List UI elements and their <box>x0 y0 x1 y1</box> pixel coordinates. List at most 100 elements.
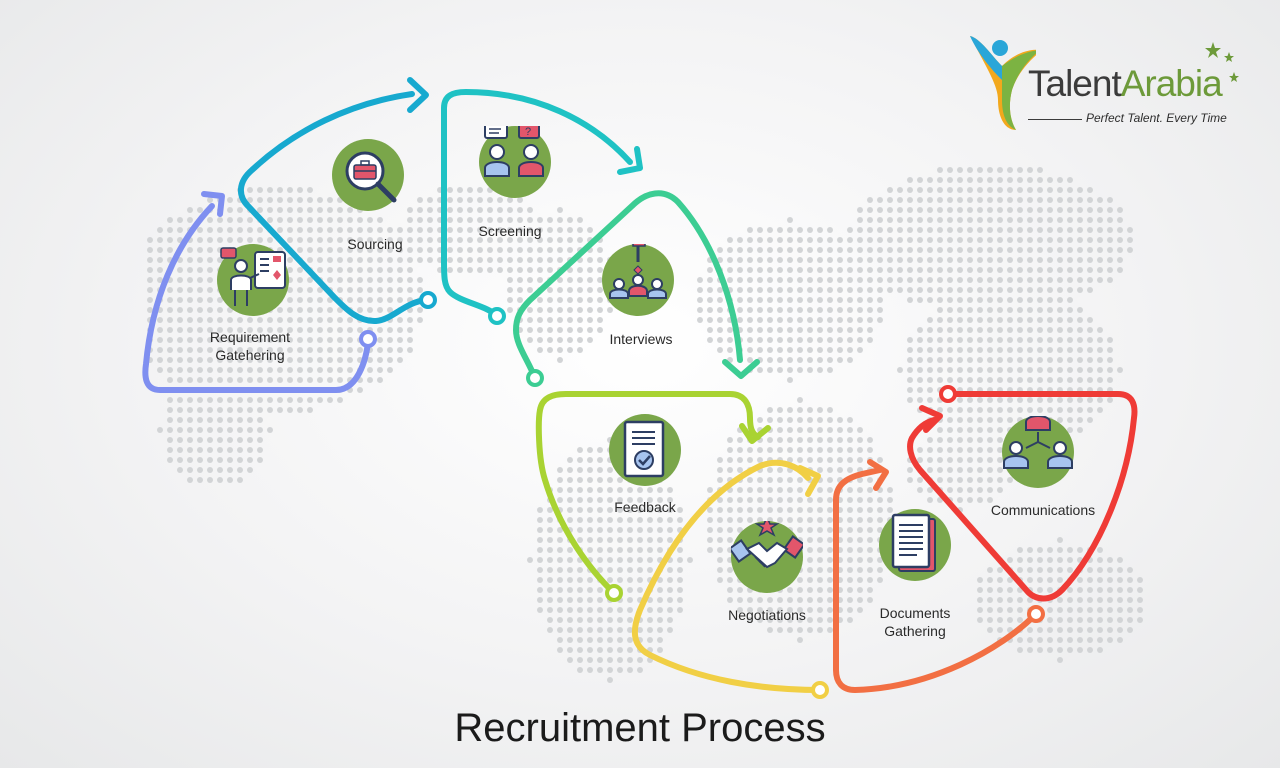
map-dot <box>857 267 863 273</box>
map-dot <box>1077 287 1083 293</box>
map-dot <box>767 367 773 373</box>
map-dot <box>1097 547 1103 553</box>
map-dot <box>1077 407 1083 413</box>
map-dot <box>227 427 233 433</box>
map-dot <box>377 247 383 253</box>
map-dot <box>457 217 463 223</box>
map-dot <box>987 477 993 483</box>
map-dot <box>207 327 213 333</box>
map-dot <box>817 457 823 463</box>
map-dot <box>317 317 323 323</box>
map-dot <box>777 487 783 493</box>
map-dot <box>507 217 513 223</box>
map-dot <box>457 227 463 233</box>
map-dot <box>1037 347 1043 353</box>
map-dot <box>207 457 213 463</box>
map-dot <box>857 497 863 503</box>
map-dot <box>977 367 983 373</box>
map-dot <box>1017 367 1023 373</box>
map-dot <box>1047 227 1053 233</box>
map-dot <box>917 267 923 273</box>
map-dot <box>1027 177 1033 183</box>
map-dot <box>587 597 593 603</box>
map-dot <box>297 397 303 403</box>
map-dot <box>1067 317 1073 323</box>
map-dot <box>157 367 163 373</box>
map-dot <box>1027 277 1033 283</box>
map-dot <box>1107 267 1113 273</box>
map-dot <box>1047 307 1053 313</box>
map-dot <box>257 357 263 363</box>
map-dot <box>807 357 813 363</box>
map-dot <box>617 477 623 483</box>
map-dot <box>917 487 923 493</box>
map-dot <box>167 227 173 233</box>
map-dot <box>237 217 243 223</box>
map-dot <box>787 347 793 353</box>
map-dot <box>747 487 753 493</box>
map-dot <box>957 327 963 333</box>
map-dot <box>897 187 903 193</box>
map-dot <box>737 237 743 243</box>
map-dot <box>237 437 243 443</box>
map-dot <box>787 247 793 253</box>
map-dot <box>807 577 813 583</box>
map-dot <box>827 307 833 313</box>
map-dot <box>807 287 813 293</box>
map-dot <box>927 347 933 353</box>
map-dot <box>187 287 193 293</box>
map-dot <box>927 497 933 503</box>
map-dot <box>877 287 883 293</box>
map-dot <box>1047 557 1053 563</box>
map-dot <box>407 317 413 323</box>
map-dot <box>867 567 873 573</box>
map-dot <box>1077 247 1083 253</box>
map-dot <box>477 227 483 233</box>
map-dot <box>917 257 923 263</box>
map-dot <box>377 217 383 223</box>
map-dot <box>997 257 1003 263</box>
map-dot <box>777 597 783 603</box>
map-dot <box>677 547 683 553</box>
map-dot <box>827 597 833 603</box>
map-dot <box>877 197 883 203</box>
map-dot <box>1087 587 1093 593</box>
map-dot <box>947 177 953 183</box>
map-dot <box>327 267 333 273</box>
map-dot <box>407 267 413 273</box>
map-dot <box>1037 397 1043 403</box>
map-dot <box>787 307 793 313</box>
map-dot <box>557 347 563 353</box>
map-dot <box>247 377 253 383</box>
map-dot <box>817 247 823 253</box>
map-dot <box>1057 217 1063 223</box>
map-dot <box>777 307 783 313</box>
map-dot <box>987 397 993 403</box>
map-dot <box>877 297 883 303</box>
map-dot <box>557 297 563 303</box>
map-dot <box>507 307 513 313</box>
requirement-gathering-label: Requirement Gatehering <box>210 328 290 364</box>
map-dot <box>247 217 253 223</box>
map-dot <box>737 517 743 523</box>
map-dot <box>827 237 833 243</box>
map-dot <box>267 347 273 353</box>
map-dot <box>977 207 983 213</box>
map-dot <box>577 487 583 493</box>
map-dot <box>1027 547 1033 553</box>
map-dot <box>977 467 983 473</box>
map-dot <box>947 217 953 223</box>
map-dot <box>887 267 893 273</box>
map-dot <box>977 347 983 353</box>
map-dot <box>707 297 713 303</box>
map-dot <box>887 507 893 513</box>
map-dot <box>767 357 773 363</box>
sourcing-start-dot <box>419 291 437 309</box>
map-dot <box>357 327 363 333</box>
map-dot <box>807 407 813 413</box>
map-dot <box>587 447 593 453</box>
map-dot <box>1027 337 1033 343</box>
map-dot <box>857 217 863 223</box>
map-dot <box>1007 167 1013 173</box>
map-dot <box>1077 257 1083 263</box>
